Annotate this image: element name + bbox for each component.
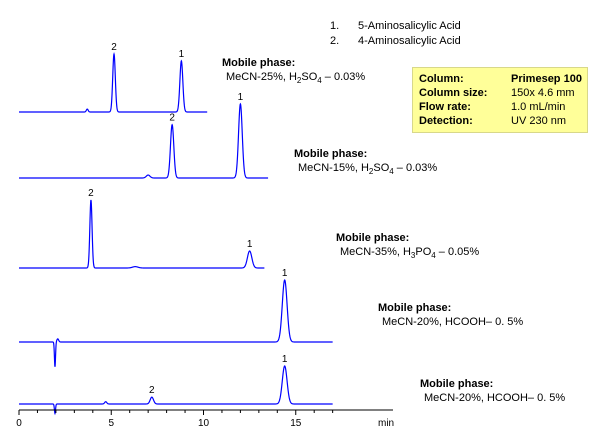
mobile-phase-title: Mobile phase: <box>336 232 410 244</box>
peak-label: 1 <box>282 354 288 365</box>
compound-legend: 1. 5-Aminosalicylic Acid 2. 4-Aminosalic… <box>330 19 461 49</box>
mobile-phase-composition: MeCN-20%, HCOOH– 0. 5% <box>424 392 566 404</box>
legend-number: 1. <box>330 20 340 32</box>
x-axis-unit-label: min <box>378 418 394 429</box>
chromatogram-trace <box>19 102 269 179</box>
x-tick-label: 10 <box>198 418 210 429</box>
mobile-phase-composition: MeCN-35%, H3PO4 – 0.05% <box>340 246 480 261</box>
mobile-phase-title: Mobile phase: <box>294 148 368 160</box>
info-label: Column: <box>419 73 464 85</box>
peak-label: 2 <box>88 188 94 199</box>
chromatogram-trace <box>19 279 333 367</box>
chromatogram-trace <box>19 199 265 269</box>
peak-label: 2 <box>169 113 175 124</box>
mobile-phase-label: Mobile phase: MeCN-35%, H3PO4 – 0.05% <box>336 231 479 263</box>
method-info-box: Column: Primesep 100 Column size: 150x 4… <box>412 67 588 133</box>
mobile-phase-label: Mobile phase: MeCN-20%, HCOOH– 0. 5% <box>420 377 565 405</box>
peak-label: 1 <box>238 92 244 103</box>
info-row: Column: Primesep 100 <box>419 72 587 86</box>
legend-item: 2. 4-Aminosalicylic Acid <box>330 34 461 49</box>
peak-label: 1 <box>282 268 288 279</box>
x-tick-label: 0 <box>16 418 22 429</box>
peak-label: 2 <box>111 42 117 53</box>
mobile-phase-label: Mobile phase: MeCN-20%, HCOOH– 0. 5% <box>378 301 523 329</box>
mobile-phase-composition: MeCN-25%, H2SO4 – 0.03% <box>226 71 366 86</box>
peak-label: 1 <box>247 239 253 250</box>
mobile-phase-composition: MeCN-15%, H2SO4 – 0.03% <box>298 162 438 177</box>
legend-item: 1. 5-Aminosalicylic Acid <box>330 19 461 34</box>
info-row: Column size: 150x 4.6 mm <box>419 86 587 100</box>
info-value: Primesep 100 <box>511 73 582 85</box>
mobile-phase-title: Mobile phase: <box>420 378 494 390</box>
mobile-phase-title: Mobile phase: <box>222 57 296 69</box>
info-value: 1.0 mL/min <box>511 101 566 113</box>
legend-compound-name: 4-Aminosalicylic Acid <box>358 35 461 47</box>
info-row: Detection: UV 230 nm <box>419 114 587 128</box>
info-label: Flow rate: <box>419 101 471 113</box>
info-label: Column size: <box>419 87 488 99</box>
peak-label: 2 <box>149 385 155 396</box>
legend-compound-name: 5-Aminosalicylic Acid <box>358 20 461 32</box>
info-value: 150x 4.6 mm <box>511 87 575 99</box>
x-tick-label: 5 <box>108 418 114 429</box>
x-tick-label: 15 <box>290 418 302 429</box>
chromatogram-trace <box>19 51 208 113</box>
info-row: Flow rate: 1.0 mL/min <box>419 100 587 114</box>
peak-label: 1 <box>179 49 185 60</box>
mobile-phase-composition: MeCN-20%, HCOOH– 0. 5% <box>382 316 524 328</box>
mobile-phase-label: Mobile phase: MeCN-15%, H2SO4 – 0.03% <box>294 147 437 179</box>
mobile-phase-label: Mobile phase: MeCN-25%, H2SO4 – 0.03% <box>222 56 365 88</box>
info-label: Detection: <box>419 115 473 127</box>
mobile-phase-title: Mobile phase: <box>378 302 452 314</box>
chromatogram-trace <box>19 365 333 416</box>
info-value: UV 230 nm <box>511 115 567 127</box>
legend-number: 2. <box>330 35 340 47</box>
